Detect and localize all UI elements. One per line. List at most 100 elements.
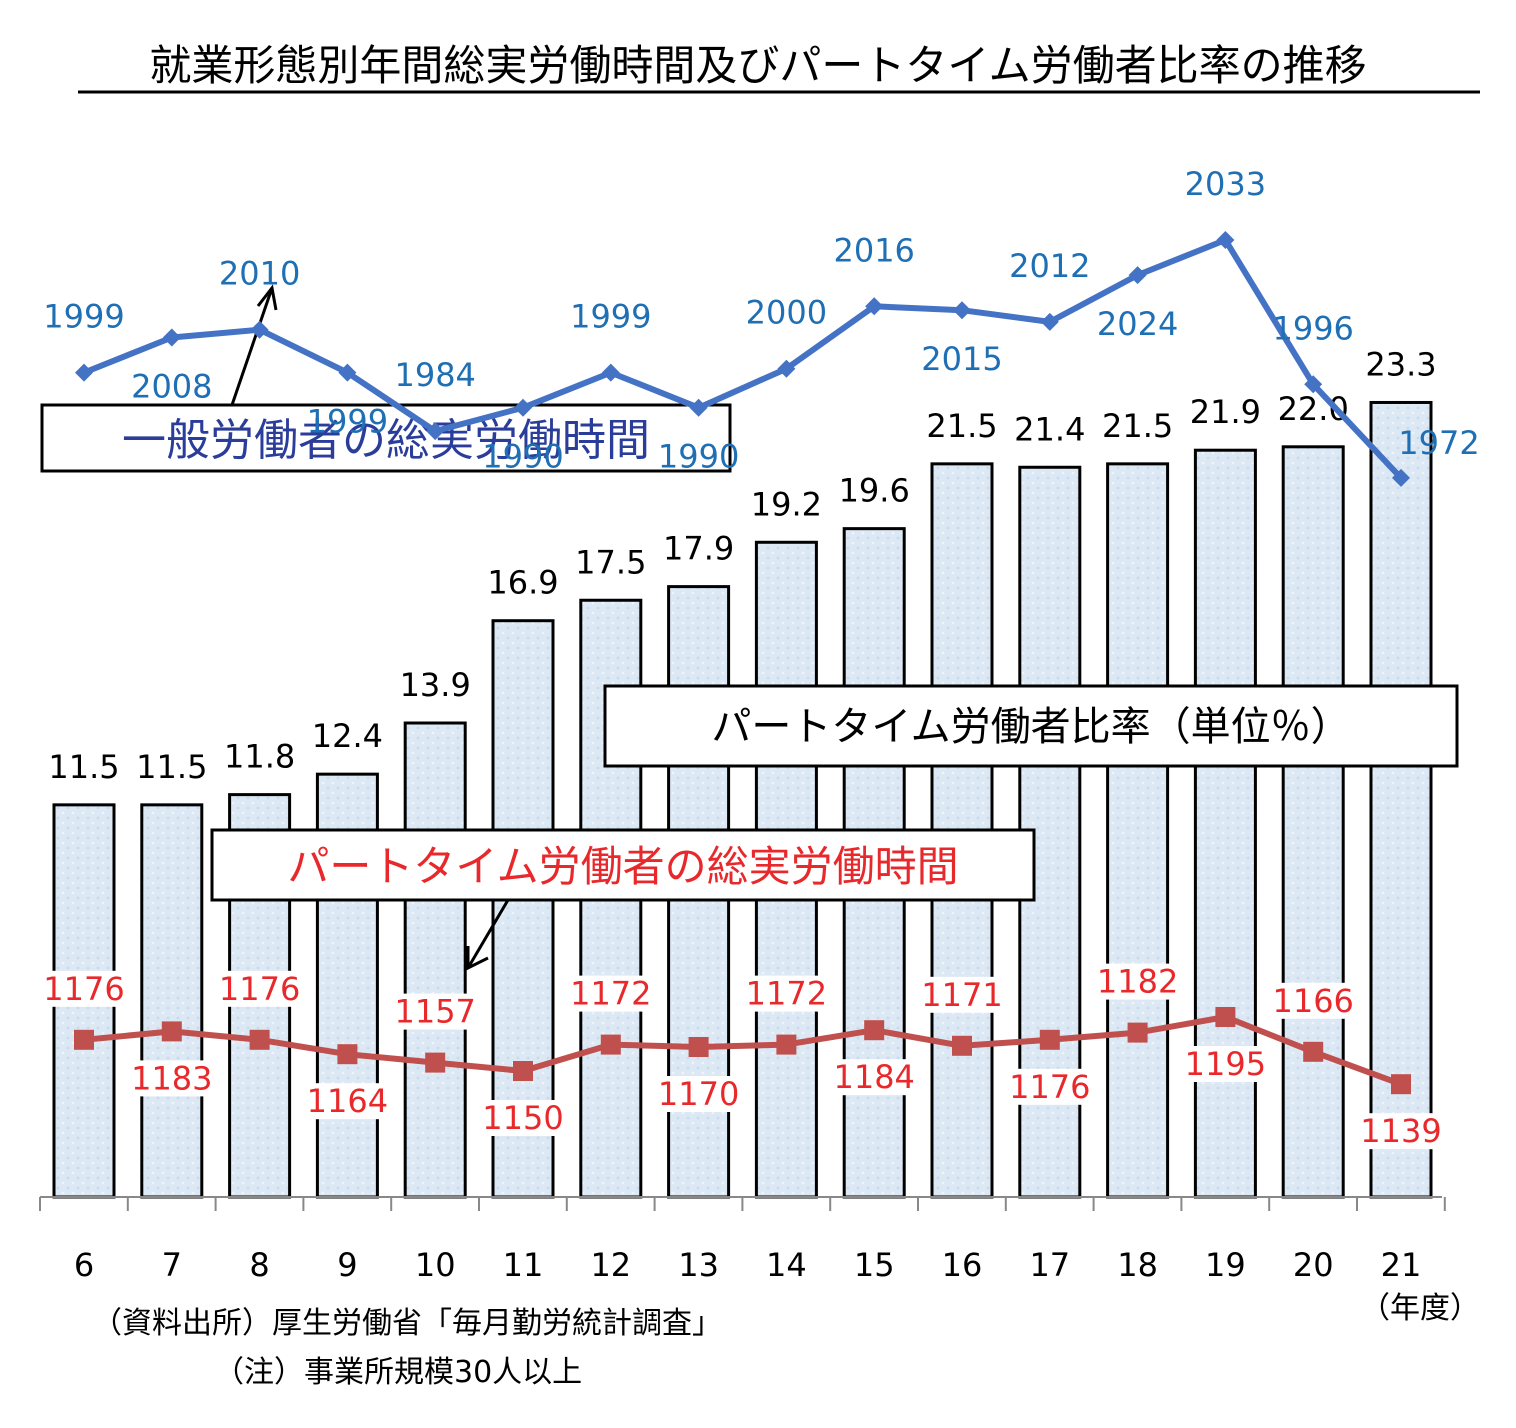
part-hours-line <box>83 1014 1403 1088</box>
general-hours-label: 1999 <box>43 298 124 336</box>
bar-value-label: 21.4 <box>1014 410 1085 448</box>
x-tick-label: 13 <box>678 1246 719 1284</box>
part-hours-point <box>337 1044 358 1065</box>
part-hours-point <box>776 1034 797 1055</box>
part-hours-label: 1176 <box>219 970 300 1008</box>
x-tick-label: 9 <box>337 1246 357 1284</box>
legend-label-part: パートタイム労働者の総実労働時間 <box>287 842 958 891</box>
part-hours-label-bg <box>921 976 1003 1013</box>
part-hours-point <box>688 1037 709 1057</box>
chart-title: 就業形態別年間総実労働時間及びパートタイム労働者比率の推移 <box>149 41 1366 90</box>
bar-value-label: 11.8 <box>224 738 295 776</box>
bar-value-label: 23.3 <box>1365 345 1436 383</box>
general-hours-point <box>777 359 796 378</box>
x-tick-label: 10 <box>415 1246 456 1284</box>
general-hours-point <box>1304 375 1323 394</box>
general-hours-point <box>953 301 971 320</box>
general-hours-label: 2008 <box>131 368 212 406</box>
bar-value-label: 21.9 <box>1190 393 1261 431</box>
part-hours-label: 1150 <box>482 1099 563 1137</box>
part-hours-label: 1195 <box>1185 1045 1266 1083</box>
legend-box-general <box>40 403 732 473</box>
general-hours-point <box>338 363 357 382</box>
bar-value-label: 11.5 <box>48 748 119 786</box>
general-hours-label: 1990 <box>658 438 739 476</box>
general-hours-point <box>1392 468 1410 487</box>
bar-value-label: 19.6 <box>839 472 910 510</box>
part-hours-label-bg <box>1096 963 1179 1000</box>
x-tick-label: 8 <box>249 1246 269 1284</box>
bar-value-label: 13.9 <box>400 666 471 704</box>
part-hours-label-bg <box>833 1059 916 1096</box>
part-hours-label: 1183 <box>131 1059 212 1097</box>
general-hours-point <box>1216 231 1235 249</box>
part-hours-label-bg <box>1184 1046 1267 1082</box>
part-hours-point <box>161 1021 182 1042</box>
part-hours-label: 1164 <box>307 1082 388 1120</box>
x-tick-label: 16 <box>942 1246 983 1284</box>
legend-box-part <box>210 828 1036 902</box>
general-hours-point <box>1128 266 1147 285</box>
part-hours-point <box>425 1052 446 1073</box>
part-hours-label: 1184 <box>833 1058 914 1096</box>
x-tick-label: 14 <box>766 1246 807 1284</box>
part-hours-label-bg <box>218 970 301 1007</box>
general-hours-label: 2024 <box>1097 305 1178 343</box>
x-tick-label: 12 <box>590 1246 631 1284</box>
bar-value-label: 16.9 <box>487 564 558 602</box>
part-hours-label: 1176 <box>1009 1068 1090 1106</box>
general-hours-point <box>514 398 532 417</box>
part-hours-label-bg <box>43 970 125 1007</box>
part-hours-point <box>864 1020 885 1041</box>
general-hours-line <box>82 237 1404 480</box>
general-hours-point <box>601 363 620 382</box>
bar-value-label: 21.5 <box>1102 407 1173 445</box>
arrow-part <box>466 899 510 969</box>
general-hours-label: 2012 <box>1009 247 1090 285</box>
part-hours-point <box>1391 1074 1411 1095</box>
source-note: （資料出所）厚生労働省「毎月勤労統計調査」 <box>92 1306 722 1341</box>
general-hours-point <box>162 328 181 347</box>
part-hours-point <box>513 1061 533 1081</box>
legend-label-general: 一般労働者の総実労働時間 <box>122 415 650 466</box>
bar-value-label: 12.4 <box>312 717 383 755</box>
x-tick-label: 15 <box>854 1246 895 1284</box>
general-hours-point <box>689 398 708 417</box>
general-hours-label: 1984 <box>394 356 475 394</box>
part-hours-label: 1172 <box>746 975 827 1013</box>
part-hours-point <box>1215 1007 1236 1027</box>
x-tick-label: 17 <box>1029 1246 1070 1284</box>
part-hours-point <box>600 1034 621 1055</box>
bar <box>1281 445 1345 1199</box>
general-hours-point <box>426 422 445 441</box>
part-hours-label-bg <box>394 993 477 1030</box>
part-hours-point <box>952 1035 972 1056</box>
arrow-part-head <box>466 946 489 971</box>
general-hours-label: 1999 <box>570 298 651 336</box>
general-hours-label: 2010 <box>219 255 300 293</box>
part-hours-label-bg <box>657 1076 740 1112</box>
part-hours-label-bg <box>306 1083 389 1120</box>
general-hours-point <box>865 297 884 316</box>
part-hours-label: 1139 <box>1360 1112 1441 1150</box>
part-hours-label: 1182 <box>1097 963 1178 1001</box>
part-hours-label: 1166 <box>1272 982 1353 1020</box>
x-tick-label: 19 <box>1205 1246 1246 1284</box>
bar <box>403 721 467 1199</box>
part-hours-point <box>1303 1041 1324 1062</box>
general-hours-label: 2015 <box>921 340 1002 378</box>
bar-value-label: 17.9 <box>663 530 734 568</box>
general-hours-label: 2016 <box>833 231 914 269</box>
part-hours-label-bg <box>130 1060 213 1097</box>
part-hours-label-bg <box>482 1100 564 1136</box>
part-hours-label-bg <box>1360 1113 1442 1150</box>
x-tick-label: 6 <box>74 1246 94 1284</box>
x-unit-label: （年度） <box>1360 1291 1480 1326</box>
part-hours-label: 1171 <box>921 976 1002 1014</box>
general-hours-label: 1996 <box>1272 309 1353 347</box>
bar <box>140 803 204 1199</box>
bar <box>1369 400 1433 1199</box>
part-hours-label: 1176 <box>43 970 124 1008</box>
x-tick-label: 7 <box>162 1246 182 1284</box>
bar-value-label: 11.5 <box>136 748 207 786</box>
